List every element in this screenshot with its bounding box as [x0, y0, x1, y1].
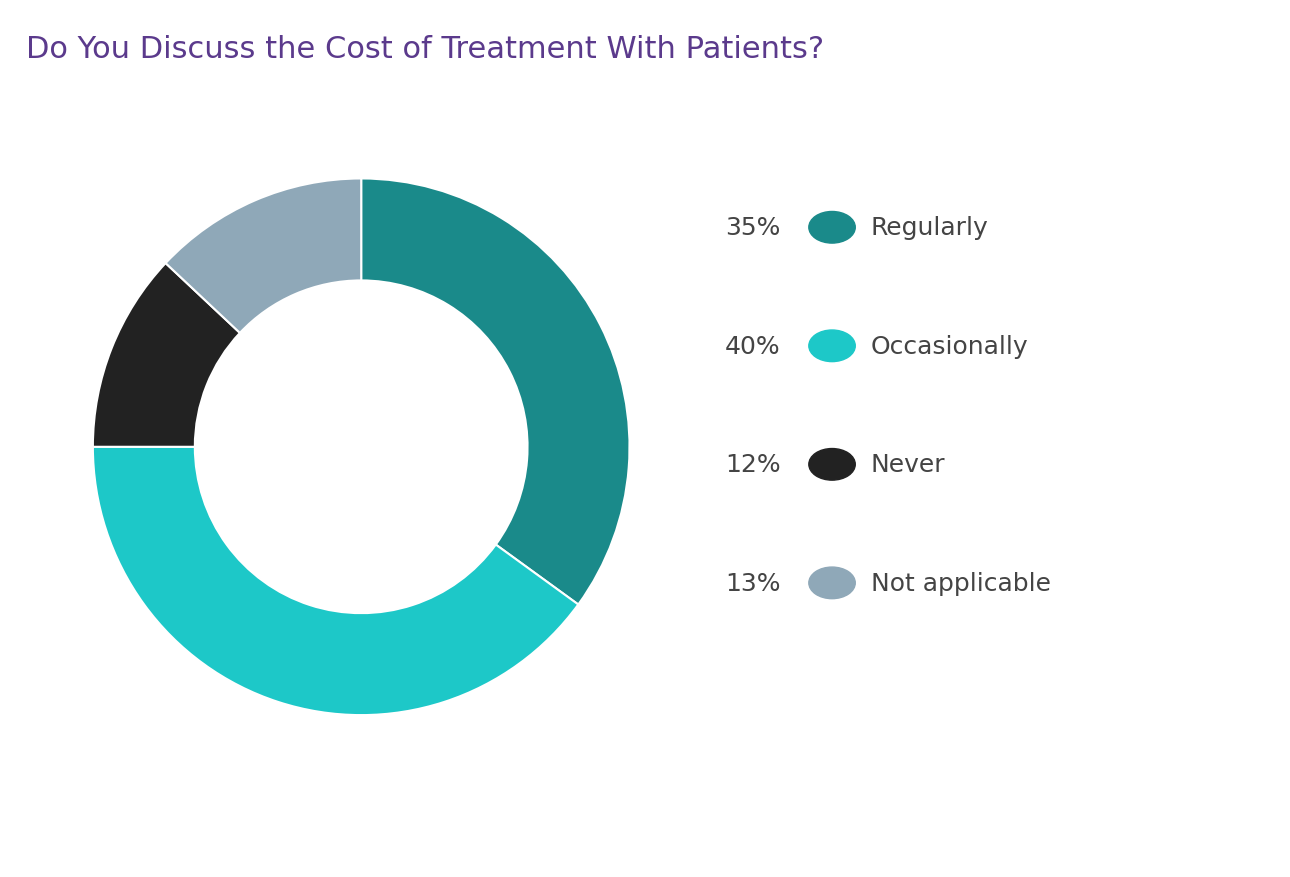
Text: Do You Discuss the Cost of Treatment With Patients?: Do You Discuss the Cost of Treatment Wit… [26, 35, 824, 64]
Wedge shape [361, 179, 630, 605]
Text: Never: Never [871, 453, 946, 477]
Text: 35%: 35% [725, 216, 780, 240]
Text: 40%: 40% [725, 334, 780, 359]
Wedge shape [93, 264, 240, 447]
Text: 13%: 13% [725, 571, 780, 595]
Text: Regularly: Regularly [871, 216, 988, 240]
Wedge shape [93, 447, 578, 716]
Text: 12%: 12% [725, 453, 780, 477]
Wedge shape [165, 179, 361, 333]
Text: Occasionally: Occasionally [871, 334, 1028, 359]
Text: Not applicable: Not applicable [871, 571, 1051, 595]
